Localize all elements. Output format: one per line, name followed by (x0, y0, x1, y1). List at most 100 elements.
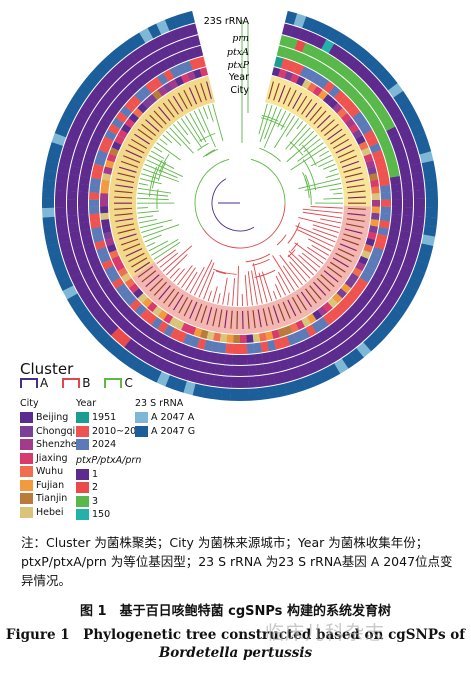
city-ring-segment (104, 237, 115, 247)
prn-ring-segment (231, 376, 241, 388)
year-ring-segment (150, 76, 163, 90)
year-ring-segment (347, 288, 360, 301)
prn-ring-segment (290, 25, 302, 40)
ptxp-ring-segment (144, 326, 157, 339)
rrna-ring-segment (266, 385, 279, 399)
city-ring-segment (340, 112, 352, 124)
city-ring-segment (365, 159, 376, 169)
figure-note: 注：Cluster 为菌株聚类；City 为菌株来源城市；Year 为菌株收集年… (21, 535, 453, 588)
city-ring-segment (307, 82, 317, 93)
city-ring-segment (199, 67, 209, 77)
tree-branch (250, 158, 286, 205)
cluster-legend-title: Cluster (20, 360, 74, 378)
rrna-ring-segment (54, 124, 70, 138)
ptxp-ring-segment (106, 289, 120, 302)
tree-branch (153, 146, 163, 153)
ptxa-ring-segment (402, 198, 413, 208)
city-ring-segment (277, 327, 287, 338)
ptxa-ring-segment (294, 353, 306, 367)
rrna-ring-segment (356, 342, 372, 358)
prn-ring-segment (70, 272, 85, 286)
year-ring-segment (273, 56, 284, 68)
tip-label (247, 310, 250, 329)
tree-branch (325, 173, 339, 178)
tip-label (149, 278, 164, 292)
cluster-legend-item: B (62, 376, 90, 390)
tip-label (301, 99, 313, 115)
ptxa-ring-segment (329, 334, 342, 348)
tree-branch (254, 269, 276, 278)
rrna-ring-segment (421, 234, 436, 246)
year-ring-segment (352, 111, 365, 124)
city-ring-segment (322, 93, 334, 105)
rrna-ring-segment (318, 367, 333, 383)
swatch (76, 468, 89, 480)
rrna-ring-segment (101, 55, 117, 71)
tree-branch (274, 283, 282, 298)
city-ring-segment (306, 313, 317, 324)
tree-branch (138, 182, 149, 186)
rrna-ring-segment (62, 285, 78, 300)
tree-branch (159, 154, 170, 173)
city-ring-segment (128, 283, 140, 294)
ptxa-ring-segment (231, 365, 241, 376)
tree-branch (199, 132, 216, 142)
ptxa-ring-segment (131, 330, 145, 344)
tree-branch (329, 187, 343, 191)
prn-ring-segment (104, 70, 119, 85)
city-ring-segment (193, 327, 203, 338)
tree-branch (302, 211, 342, 219)
tip-label (339, 243, 357, 252)
tree-branch (322, 163, 336, 170)
rrna-ring-segment (71, 301, 88, 316)
ptxa-ring-segment (119, 319, 133, 333)
ptxp-ring-segment (276, 348, 287, 361)
ptxa-ring-segment (69, 165, 81, 176)
tree-branch (138, 218, 157, 224)
ptxp-ring-segment (346, 306, 359, 320)
tree-branch (261, 114, 279, 122)
tree-branch (212, 268, 237, 275)
ptxp-ring-segment (78, 206, 89, 216)
rrna-ring-segment (165, 375, 179, 390)
year-ring-segment (89, 206, 100, 215)
city-ring-segment (344, 118, 356, 129)
tree-branch (302, 208, 343, 214)
ptxa-ring-segment (159, 46, 171, 59)
tree-branch (310, 206, 343, 209)
tree-branch (144, 163, 178, 179)
rrna-ring-segment (108, 48, 124, 65)
prn-ring-segment (355, 327, 370, 342)
year-ring-segment (280, 335, 291, 348)
ptxp-ring-segment (254, 353, 264, 365)
city-ring-segment (226, 334, 234, 343)
ptxp-ring-segment (79, 221, 91, 231)
ptxa-ring-segment (88, 112, 102, 125)
year-ring-segment (280, 58, 291, 71)
prn-ring-segment (281, 23, 294, 37)
tip-label (337, 149, 355, 159)
city-ring-segment (174, 76, 185, 87)
ptxp-ring-segment (111, 295, 124, 308)
ptxp-ring-segment (91, 131, 104, 143)
ptxa-ring-segment (364, 91, 378, 105)
ptxa-ring-segment (78, 260, 91, 273)
prn-ring-segment (153, 35, 167, 50)
ptxa-ring-segment (67, 215, 79, 225)
ptxp-ring-segment (106, 104, 120, 118)
tip-label (341, 238, 359, 246)
swatch (20, 479, 33, 491)
tree-branch (156, 142, 181, 161)
ptxp-ring-segment (240, 354, 248, 365)
ptxa-ring-segment (308, 347, 321, 360)
ring-label-rrna: 23S rRNA (204, 16, 250, 27)
tree-branch (189, 112, 207, 143)
tip-label (317, 114, 331, 129)
ptxp-ring-segment (121, 306, 134, 320)
rrna-ring-segment (406, 115, 422, 130)
year-ring-segment (380, 206, 391, 215)
prn-ring-segment (240, 376, 250, 388)
year-ring-segment (111, 277, 125, 289)
year-ring-segment (139, 85, 152, 98)
tip-label (123, 155, 141, 163)
